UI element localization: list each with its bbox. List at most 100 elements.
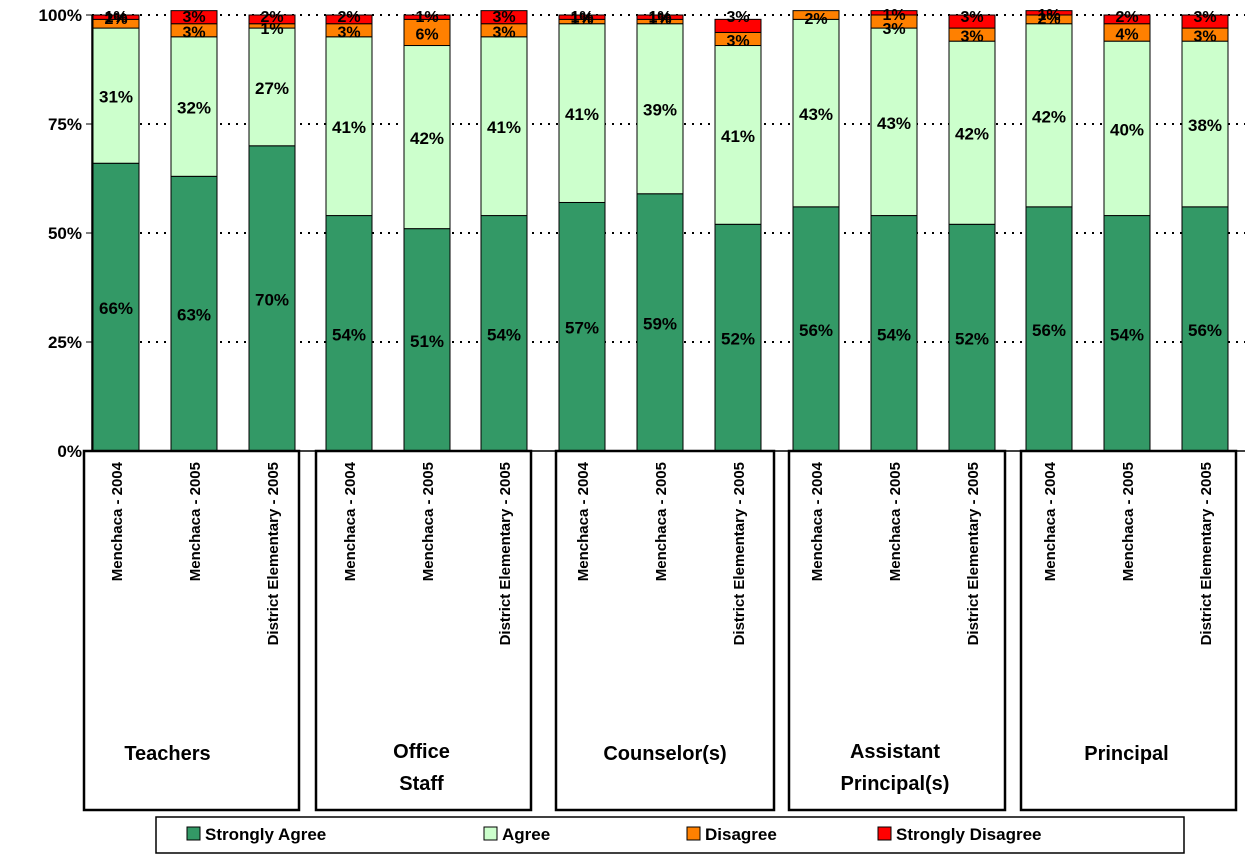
bar-segment-strongly-disagree	[170, 10, 218, 25]
bar-segment-agree	[403, 45, 451, 230]
data-label: 59%	[643, 314, 677, 333]
data-label: 41%	[721, 127, 755, 146]
legend-label-disagree: Disagree	[705, 825, 777, 844]
bar-segment-strongly-disagree	[403, 14, 451, 20]
group-label: Principal(s)	[841, 773, 950, 795]
bar-segment-agree	[248, 27, 296, 147]
data-label: 56%	[799, 321, 833, 340]
bar-segment-agree	[1181, 40, 1229, 208]
data-label: 3%	[492, 9, 515, 26]
data-label: 2%	[260, 9, 283, 26]
data-label: 31%	[99, 88, 133, 107]
group-label: Principal	[1084, 743, 1168, 765]
y-tick-label: 0%	[57, 442, 82, 461]
category-label: Menchaca - 2005	[420, 462, 437, 581]
legend-swatch-agree	[483, 826, 498, 841]
data-label: 56%	[1188, 321, 1222, 340]
data-label: 3%	[337, 24, 360, 41]
group-label: Assistant	[850, 741, 940, 763]
bar-segment-strongly-agree	[92, 162, 140, 452]
group-label: Staff	[399, 773, 444, 795]
data-label: 41%	[332, 118, 366, 137]
data-label: 2%	[337, 9, 360, 26]
bar-segment-agree	[636, 23, 684, 195]
data-label: 54%	[487, 325, 521, 344]
bar-segment-agree	[948, 40, 996, 225]
bar-segment-strongly-agree	[480, 215, 528, 452]
bar-segment-strongly-agree	[1025, 206, 1073, 452]
data-label: 3%	[726, 9, 749, 26]
category-label: District Elementary - 2005	[497, 462, 514, 645]
group-box-office-staff	[314, 449, 533, 812]
bar-segment-strongly-disagree	[870, 10, 918, 16]
legend-swatch-strongly-agree	[186, 826, 201, 841]
group-box-assistant-principal-s	[787, 449, 1007, 812]
bar-segment-agree	[1025, 23, 1073, 208]
data-label: 3%	[960, 9, 983, 26]
data-label: 1%	[882, 7, 905, 24]
data-label: 3%	[492, 24, 515, 41]
data-label: 1%	[648, 9, 671, 26]
group-label: Teachers	[124, 743, 210, 765]
category-label: Menchaca - 2005	[887, 462, 904, 581]
data-label: 3%	[1193, 9, 1216, 26]
data-label: 4%	[1115, 26, 1138, 43]
category-label: Menchaca - 2005	[653, 462, 670, 581]
category-label: Menchaca - 2005	[187, 462, 204, 581]
data-label: 41%	[487, 118, 521, 137]
data-label: 3%	[726, 33, 749, 50]
group-label: Office	[393, 741, 450, 763]
data-label: 2%	[1037, 11, 1060, 28]
data-label: 41%	[565, 105, 599, 124]
data-label: 40%	[1110, 120, 1144, 139]
y-tick-label: 75%	[48, 115, 82, 134]
bar-segment-agree	[170, 36, 218, 177]
data-label: 39%	[643, 101, 677, 120]
bar-segment-strongly-disagree	[1025, 10, 1073, 16]
data-label: 52%	[721, 330, 755, 349]
bar-segment-strongly-agree	[325, 215, 373, 452]
category-label: Menchaca - 2005	[1120, 462, 1137, 581]
legend-box	[155, 816, 1185, 854]
bar-segment-strongly-disagree	[1181, 14, 1229, 29]
data-label: 3%	[960, 29, 983, 46]
group-box-teachers	[82, 449, 301, 812]
data-label: 38%	[1188, 116, 1222, 135]
y-tick-label: 25%	[48, 333, 82, 352]
bar-segment-agree	[558, 23, 606, 203]
bars: 66%31%2%1%63%32%3%3%70%27%1%2%54%41%3%2%…	[92, 7, 1229, 452]
legend-swatch-disagree	[686, 826, 701, 841]
data-label: 3%	[182, 9, 205, 26]
bar-segment-strongly-agree	[792, 206, 840, 452]
bar-segment-strongly-disagree	[948, 14, 996, 29]
category-label: District Elementary - 2005	[965, 462, 982, 645]
data-label: 42%	[410, 129, 444, 148]
category-label: District Elementary - 2005	[1198, 462, 1215, 645]
bar-segment-agree	[92, 27, 140, 164]
data-label: 54%	[1110, 325, 1144, 344]
bar-segment-disagree	[403, 18, 451, 47]
legend: Strongly Agree Agree Disagree Strongly Disa…	[155, 816, 1185, 854]
data-label: 3%	[882, 21, 905, 38]
data-label: 54%	[877, 325, 911, 344]
category-label: District Elementary - 2005	[731, 462, 748, 645]
category-label: Menchaca - 2004	[342, 461, 359, 581]
bar-segment-strongly-disagree	[636, 14, 684, 20]
bar-segment-strongly-disagree	[558, 14, 606, 20]
legend-swatch-strongly-disagree	[877, 826, 892, 841]
y-tick-label: 50%	[48, 224, 82, 243]
bar-segment-strongly-agree	[1103, 215, 1151, 452]
data-label: 27%	[255, 79, 289, 98]
bar-segment-agree	[792, 18, 840, 208]
data-label: 3%	[1193, 29, 1216, 46]
data-label: 2%	[104, 11, 127, 28]
data-label: 2%	[1115, 9, 1138, 26]
group-label: Counselor(s)	[603, 743, 726, 765]
bar-segment-agree	[714, 45, 762, 225]
data-label: 1%	[260, 21, 283, 38]
group-boxes: Teachers Office Staff Counselor(s) Assistant…	[82, 449, 1238, 812]
data-label: 66%	[99, 299, 133, 318]
bar-segment-strongly-agree	[870, 215, 918, 452]
data-label: 1%	[1037, 7, 1060, 24]
